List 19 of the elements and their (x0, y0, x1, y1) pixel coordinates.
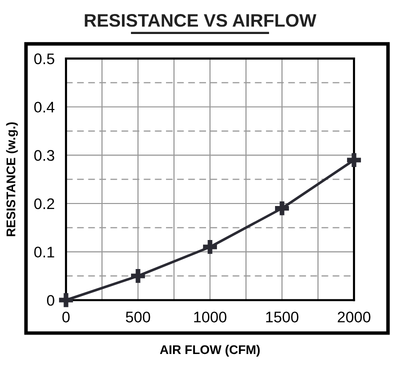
point (203, 240, 217, 254)
x-tick-label: 500 (126, 312, 150, 322)
y-tick-label: 0.5 (34, 53, 54, 64)
point (131, 269, 145, 283)
y-tick-label: 0.3 (34, 150, 54, 161)
x-tick-label: 1000 (194, 312, 226, 322)
y-tick-label: 0.4 (34, 102, 54, 113)
x-tick-label: 0 (62, 312, 70, 322)
y-tick-label: 0.2 (34, 198, 54, 210)
point (275, 201, 289, 216)
x-tick-label: 2000 (338, 312, 370, 322)
y-tick-label: 0 (46, 294, 54, 306)
y-tick-label: 0.1 (34, 246, 54, 258)
x-tick-label: 1500 (266, 312, 298, 322)
x-axis-title: AIR FLOW (CFM) (160, 344, 260, 357)
chart-title: RESISTANCE VS AIRFLOW (84, 14, 316, 27)
y-axis-title: RESISTANCE (w.g.) (6, 122, 18, 236)
point (347, 153, 361, 167)
point (59, 293, 73, 308)
